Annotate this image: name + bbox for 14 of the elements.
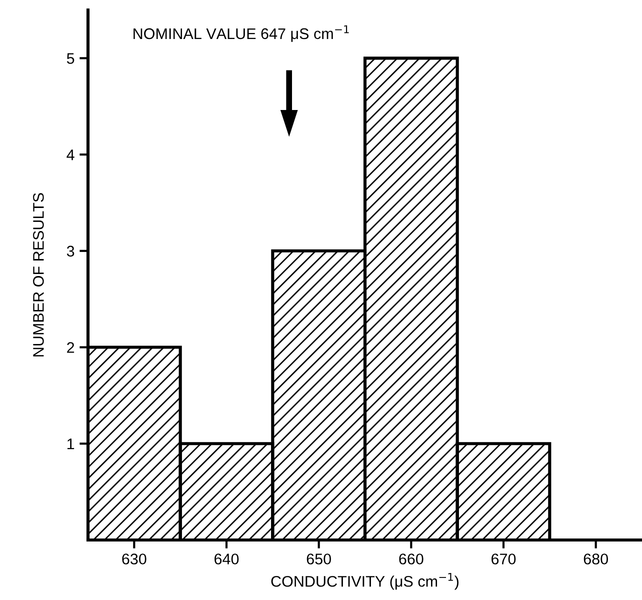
y-tick-label: 5 bbox=[66, 53, 74, 64]
y-tick-label: 4 bbox=[66, 150, 74, 160]
x-axis-title: CONDUCTIVITY (μS cm$^{−1}$) bbox=[271, 572, 458, 590]
x-tick-label: 640 bbox=[214, 554, 239, 564]
x-tick-label: 660 bbox=[399, 554, 424, 564]
y-tick-label: 2 bbox=[67, 342, 74, 353]
annotation: NOMINAL VALUE 647 μS cm$^{−1}$ bbox=[134, 25, 349, 42]
y-axis-title: NUMBER OF RESULTS bbox=[33, 193, 44, 356]
x-tick-label: 650 bbox=[306, 554, 331, 564]
y-tick-label: 1 bbox=[67, 438, 74, 450]
x-tick-label: 630 bbox=[122, 554, 146, 564]
y-tick-label: 3 bbox=[66, 246, 74, 257]
x-tick-label: 680 bbox=[584, 554, 608, 564]
x-tick-label: 670 bbox=[492, 554, 516, 564]
